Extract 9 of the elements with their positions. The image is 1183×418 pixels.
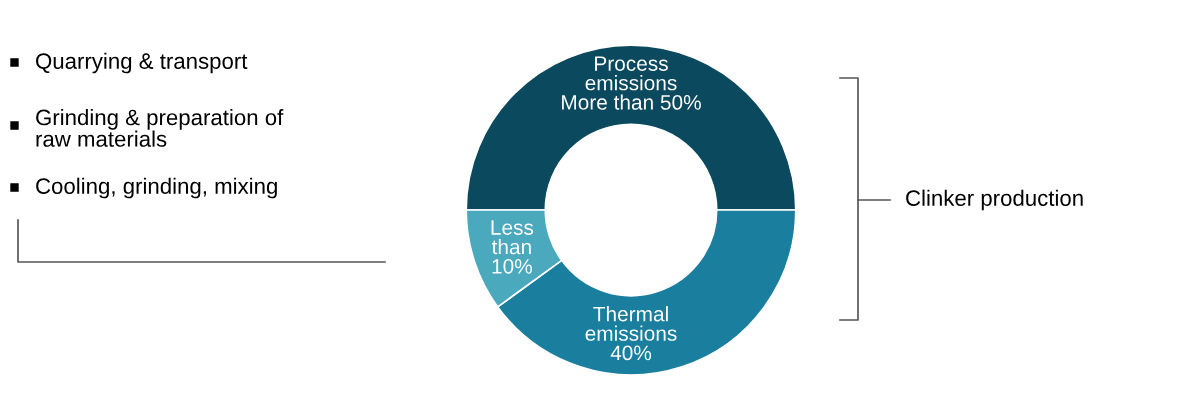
text: Quarrying & transport (36, 52, 248, 74)
data-label: 40% (610, 345, 652, 361)
text: Grinding & preparation of raw materials (36, 109, 284, 147)
slice-label: Thermal emissions (585, 306, 677, 341)
text: Cooling, grinding, mixing (36, 177, 277, 199)
data-label: Less than 10% (491, 220, 534, 274)
text: Clinker production (906, 189, 1083, 211)
slice-label: Process emissions (585, 56, 677, 91)
data-label: More than 50% (562, 94, 701, 110)
